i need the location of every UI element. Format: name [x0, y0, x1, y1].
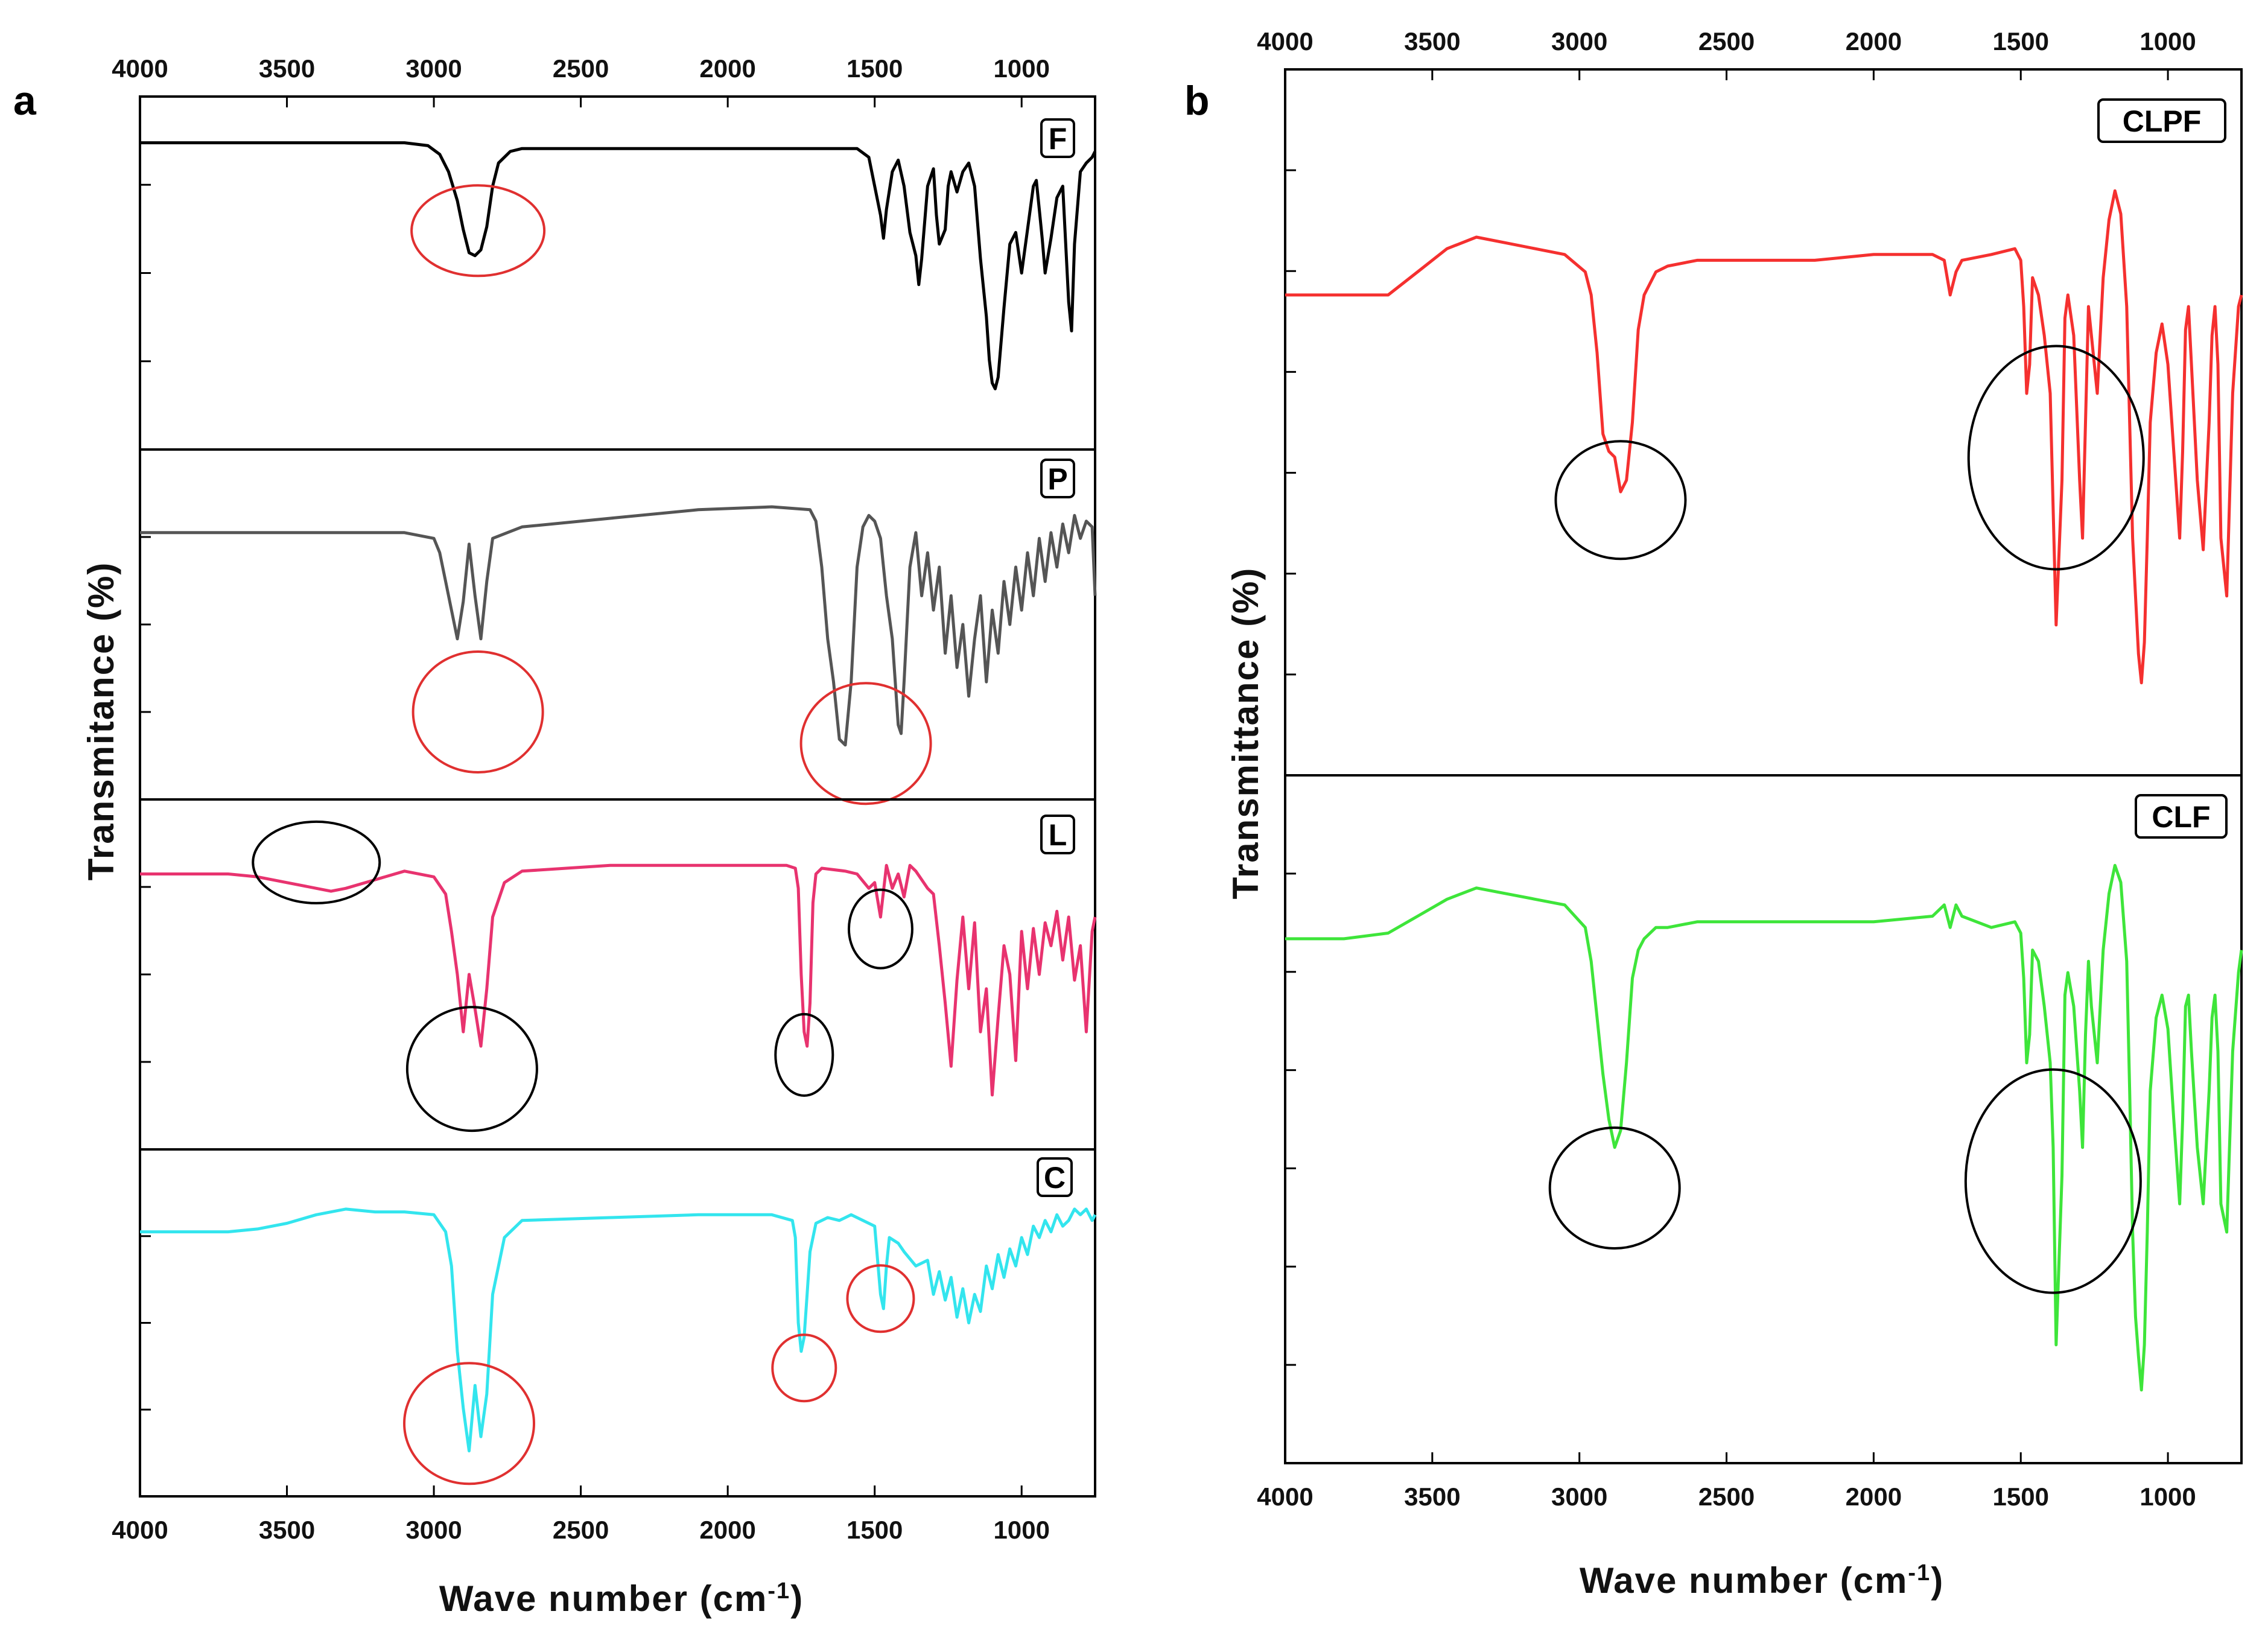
series-line-l: [140, 863, 1097, 1097]
panel-a-top-tick-label: 1000: [994, 54, 1050, 83]
panel-b-top-tick-label: 1500: [1993, 27, 2049, 56]
panel-a-x-axis-label-main: Wave number (cm: [439, 1578, 768, 1619]
highlight-ellipse: [1967, 345, 2145, 571]
legend-box-f: [1040, 118, 1075, 158]
series-line-f: [140, 141, 1097, 390]
panel-a-bottom-tick-label: 4000: [112, 1516, 168, 1544]
panel-a-x-axis-label: Wave number (cm-1): [439, 1578, 804, 1619]
panel-b-x-axis-label: Wave number (cm-1): [1580, 1560, 1944, 1601]
series-line-c: [140, 1207, 1097, 1453]
panel-a-bottom-tick-label: 2500: [553, 1516, 609, 1544]
highlight-ellipse: [1548, 1126, 1681, 1250]
panel-b-bottom-tick-label: 2000: [1846, 1482, 1902, 1511]
plot-layer: 4000 4000 3500 3500 3000 3000 2500 2500 2000 2000…: [112, 27, 2243, 1544]
panel-a-bottom-tick-label: 3500: [259, 1516, 315, 1544]
legend-box-p: [1040, 459, 1075, 498]
panel-a-bottom-tick-label: 1000: [994, 1516, 1050, 1544]
panel-b-frame: [1284, 68, 2243, 1464]
panel-b-bottom-tick-label: 1500: [1993, 1482, 2049, 1511]
series-line-clf: [1285, 863, 2243, 1392]
panel-a-top-tick-label: 3000: [405, 54, 462, 83]
legend-label-p: P: [1047, 462, 1067, 496]
highlight-ellipse: [771, 1333, 837, 1403]
legend-label-l: L: [1049, 818, 1067, 852]
panel-b-top-tick-label: 3500: [1404, 27, 1460, 56]
highlight-ellipse: [1554, 440, 1687, 561]
panel-b-bottom-tick-label: 4000: [1257, 1482, 1313, 1511]
panel-a-top-tick-label: 2500: [553, 54, 609, 83]
panel-b-top-tick-label: 1000: [2140, 27, 2196, 56]
panel-b-top-tick-label: 2000: [1846, 27, 1902, 56]
highlight-ellipse: [252, 820, 381, 904]
panel-a-x-axis-label-sup: -1: [767, 1578, 790, 1604]
series-line-clpf: [1285, 189, 2243, 685]
highlight-ellipse: [405, 1006, 538, 1133]
legend-box-l: [1040, 815, 1075, 854]
legend-label-clf: CLF: [2152, 800, 2210, 834]
panel-a-top-tick-label: 1500: [847, 54, 903, 83]
panel-b-bottom-tick-label: 3000: [1551, 1482, 1607, 1511]
panel-a-y-axis-label: Transmitance (%): [81, 562, 121, 881]
highlight-ellipse: [410, 184, 546, 278]
legend-box-clf: [2135, 794, 2228, 839]
panel-b-bottom-tick-label: 1000: [2140, 1482, 2196, 1511]
panel-a-bottom-tick-label: 2000: [699, 1516, 755, 1544]
highlight-ellipse: [1964, 1068, 2142, 1294]
panel-b-top-tick-label: 3000: [1551, 27, 1607, 56]
legend-label-c: C: [1044, 1161, 1066, 1195]
panel-b-y-axis-label: Transmittance (%): [1225, 567, 1266, 900]
highlight-ellipse: [774, 1012, 834, 1097]
panel-a-top-tick-label: 3500: [259, 54, 315, 83]
highlight-ellipse: [411, 650, 544, 774]
panel-a-bottom-tick-label: 3000: [405, 1516, 462, 1544]
panel-b-label: b: [1184, 78, 1210, 124]
panel-b-bottom-tick-label: 2500: [1698, 1482, 1755, 1511]
legend-label-clpf: CLPF: [2123, 104, 2202, 138]
panel-b-top-tick-label: 4000: [1257, 27, 1313, 56]
panel-a-frame: [139, 95, 1096, 1498]
panel-a-top-tick-label: 4000: [112, 54, 168, 83]
panel-b-bottom-tick-label: 3500: [1404, 1482, 1460, 1511]
legend-label-f: F: [1049, 122, 1067, 156]
panel-b-x-axis-label-sup: -1: [1908, 1560, 1931, 1586]
panel-b-top-tick-label: 2500: [1698, 27, 1755, 56]
panel-a-x-axis-label-close: ): [790, 1578, 804, 1619]
legend-box-c: [1037, 1157, 1073, 1197]
highlight-ellipse: [846, 1264, 915, 1333]
panel-b-x-axis-label-main: Wave number (cm: [1580, 1560, 1908, 1601]
panel-a-label: a: [13, 78, 37, 124]
panel-a-top-tick-label: 2000: [699, 54, 755, 83]
series-line-p: [140, 505, 1097, 747]
highlight-ellipse: [799, 682, 932, 805]
panel-a-bottom-tick-label: 1500: [847, 1516, 903, 1544]
panel-b-x-axis-label-close: ): [1931, 1560, 1944, 1601]
legend-box-clpf: [2097, 98, 2226, 143]
highlight-ellipse: [847, 888, 913, 970]
highlight-ellipse: [403, 1362, 536, 1485]
